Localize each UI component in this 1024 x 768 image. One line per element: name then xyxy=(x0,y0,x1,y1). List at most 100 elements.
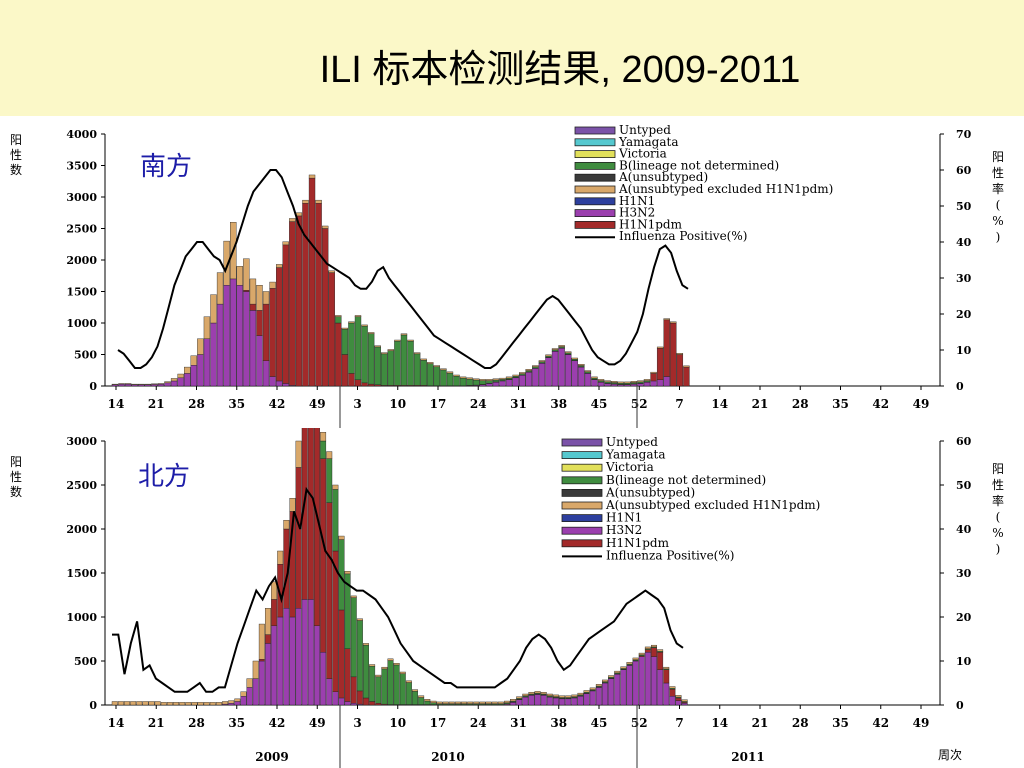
bar-segment xyxy=(203,702,210,706)
x-tick-label: 42 xyxy=(872,397,889,411)
bar-segment xyxy=(341,327,349,330)
y-left-axis-label: 阳 xyxy=(10,133,22,147)
legend-entry-label: B(lineage not determined) xyxy=(606,473,766,487)
bar-segment xyxy=(328,272,335,387)
bar-segment xyxy=(252,660,259,679)
bar-segment xyxy=(683,366,690,387)
bar-segment xyxy=(591,376,598,379)
bar-segment xyxy=(210,294,217,324)
bar-segment xyxy=(344,571,351,575)
bar-segment xyxy=(179,702,186,706)
bar-segment xyxy=(534,694,541,706)
bar-segment xyxy=(651,647,657,657)
bar-segment xyxy=(350,676,357,704)
bar-segment xyxy=(185,702,192,706)
bar-segment xyxy=(407,339,414,342)
x-tick-label: 7 xyxy=(675,397,683,411)
bar-segment xyxy=(307,599,314,706)
bar-segment xyxy=(591,379,598,387)
bar-segment xyxy=(485,701,492,704)
bar-segment xyxy=(663,666,670,670)
bar-segment xyxy=(374,345,381,348)
bar-segment xyxy=(602,682,608,706)
x-tick-label: 17 xyxy=(430,716,447,730)
bar-segment xyxy=(663,682,670,706)
bar-segment xyxy=(258,660,265,706)
bar-segment xyxy=(565,698,572,706)
bar-segment xyxy=(433,365,441,367)
region-label-north: 北方 xyxy=(138,462,191,492)
x-tick-label: 31 xyxy=(510,716,527,730)
bar-segment xyxy=(228,700,235,704)
x-tick-label: 42 xyxy=(269,716,286,730)
bar-segment xyxy=(367,383,375,387)
legend-entry-label: A(unsubtyped) xyxy=(618,170,708,184)
x-tick-label: 7 xyxy=(675,716,683,730)
bar-segment xyxy=(459,377,467,386)
bar-segment xyxy=(663,669,670,684)
bar-segment xyxy=(223,240,230,286)
bar-segment xyxy=(446,372,454,386)
y-left-tick-label: 4000 xyxy=(66,128,97,141)
bar-segment xyxy=(236,266,243,286)
bar-segment xyxy=(210,322,217,387)
bar-segment xyxy=(341,329,349,355)
bar-segment xyxy=(503,700,510,704)
bar-segment xyxy=(467,701,474,704)
bar-segment xyxy=(657,649,664,652)
bar-segment xyxy=(522,693,529,696)
bar-segment xyxy=(614,670,621,674)
bar-segment xyxy=(375,703,382,706)
y-left-tick-label: 500 xyxy=(74,349,97,362)
bar-segment xyxy=(321,225,329,229)
bar-segment xyxy=(405,680,412,683)
bar-segment xyxy=(427,363,434,386)
bar-segment xyxy=(356,620,363,692)
legend-swatch xyxy=(561,451,603,460)
bar-segment xyxy=(363,644,369,699)
x-tick-label: 28 xyxy=(188,397,205,411)
bar-segment xyxy=(348,373,355,387)
bar-segment xyxy=(173,702,180,706)
bar-segment xyxy=(361,324,368,327)
bar-segment xyxy=(453,374,460,377)
bar-segment xyxy=(262,291,270,305)
bar-segment xyxy=(643,379,651,381)
bar-segment xyxy=(262,303,270,362)
y-right-tick-label: 0 xyxy=(956,699,964,712)
bar-segment xyxy=(420,359,427,386)
bar-segment xyxy=(399,673,406,705)
bar-segment xyxy=(356,618,363,621)
bar-segment xyxy=(177,377,184,387)
bar-segment xyxy=(546,693,553,696)
bar-segment xyxy=(197,354,204,387)
bar-segment xyxy=(413,352,421,355)
bar-segment xyxy=(405,682,412,705)
bar-segment xyxy=(282,241,289,246)
bar-segment xyxy=(335,315,342,317)
bar-segment xyxy=(583,693,590,706)
bar-segment xyxy=(610,381,618,383)
bar-segment xyxy=(663,319,670,377)
bar-segment xyxy=(597,379,605,381)
bar-segment xyxy=(256,310,263,336)
bar-segment xyxy=(148,701,155,706)
bar-segment xyxy=(583,690,590,693)
y-right-tick-label: 30 xyxy=(956,272,972,285)
bar-segment xyxy=(157,383,165,387)
bar-segment xyxy=(111,701,118,706)
bar-segment xyxy=(412,691,418,705)
x-tick-label: 21 xyxy=(148,397,165,411)
bar-segment xyxy=(670,321,677,324)
bar-segment xyxy=(308,177,316,387)
bar-segment xyxy=(559,698,566,706)
bar-segment xyxy=(230,278,237,387)
bar-segment xyxy=(459,376,467,379)
slide-title: ILI 标本检测结果, 2009-2011 xyxy=(319,49,801,91)
bar-segment xyxy=(369,701,376,706)
bar-segment xyxy=(675,697,682,701)
bar-segment xyxy=(510,699,517,702)
x-tick-label: 35 xyxy=(832,397,849,411)
bar-segment xyxy=(584,370,592,373)
bar-segment xyxy=(269,288,276,377)
